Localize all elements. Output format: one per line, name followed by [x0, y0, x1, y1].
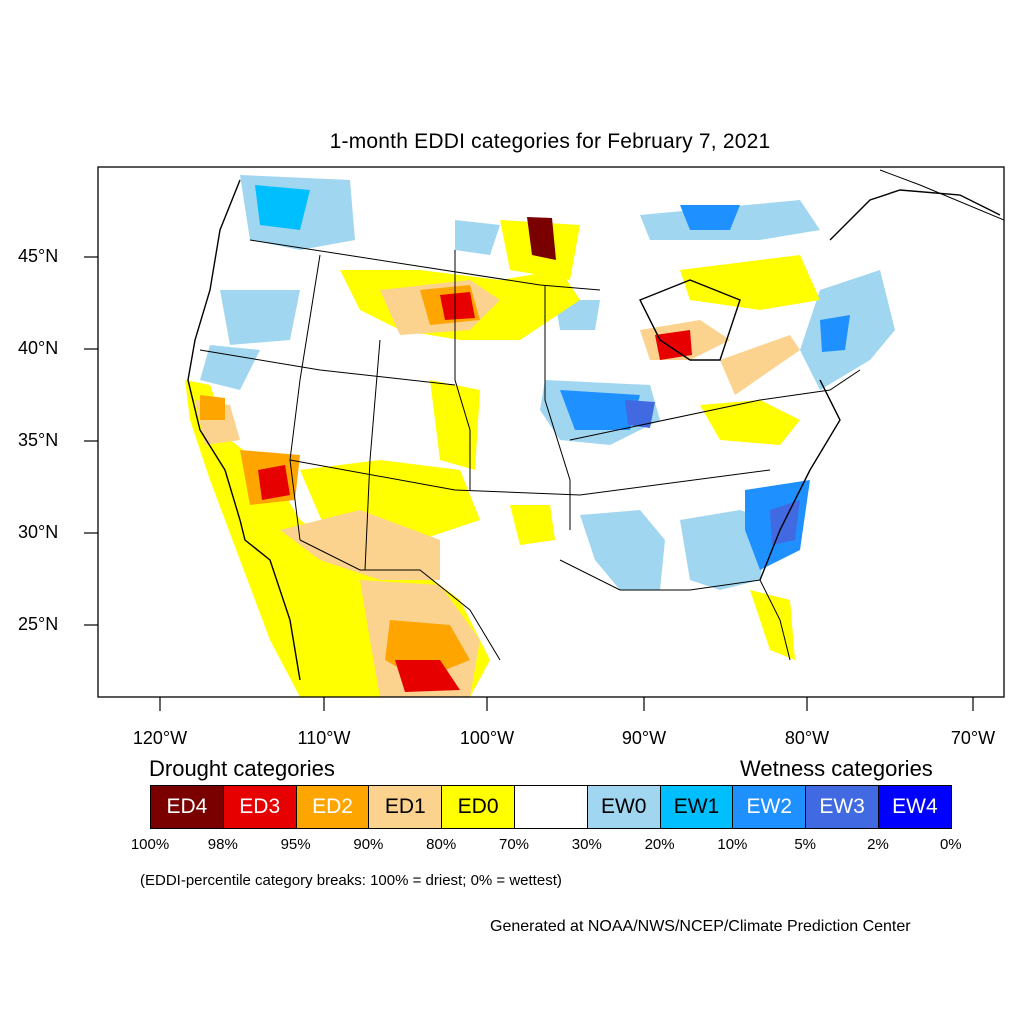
legend-swatch-ew3: EW3 — [805, 785, 879, 829]
drought-heading: Drought categories — [149, 756, 335, 781]
wetness-heading: Wetness categories — [740, 756, 933, 781]
legend-break-label: 70% — [498, 836, 530, 853]
legend-break-label: 5% — [794, 836, 817, 853]
boundaries — [187, 169, 1004, 681]
lon-label-90: 90°W — [621, 728, 667, 748]
lat-label-25: 25°N — [18, 614, 59, 634]
category-footnote: (EDDI-percentile category breaks: 100% =… — [140, 872, 562, 889]
legend-swatch-ew2: EW2 — [732, 785, 807, 829]
legend-break-label: 80% — [426, 836, 457, 853]
lon-label-70: 70°W — [950, 728, 996, 748]
legend-break-label: 10% — [717, 836, 748, 853]
legend-swatch-ed3: ED3 — [222, 785, 297, 829]
legend-break-label: 2% — [867, 836, 889, 853]
legend-break-label: 98% — [207, 836, 238, 853]
dry-ed3-ed4-areas — [258, 217, 692, 692]
legend-swatch-ed1: ED1 — [368, 785, 443, 829]
legend-swatch-ed4: ED4 — [150, 785, 224, 829]
legend-swatch-ew4: EW4 — [878, 785, 952, 829]
legend-swatch-ed0: ED0 — [441, 785, 515, 829]
credit-line: Generated at NOAA/NWS/NCEP/Climate Predi… — [490, 918, 911, 935]
legend-break-label: 95% — [280, 836, 311, 853]
lat-label-35: 35°N — [18, 430, 59, 450]
map-title: 1-month EDDI categories for February 7, … — [329, 130, 771, 153]
legend-swatch-ew1: EW1 — [659, 785, 734, 829]
axis-ticks — [84, 256, 974, 711]
legend-break-label: 0% — [939, 836, 962, 853]
map-frame — [97, 166, 1005, 698]
legend-break-label: 90% — [353, 836, 384, 853]
lon-label-110: 110°W — [297, 728, 351, 748]
lat-label-45: 45°N — [18, 246, 59, 266]
lat-label-30: 30°N — [18, 522, 59, 542]
legend-break-label: 30% — [571, 836, 602, 853]
lon-label-120: 120°W — [132, 728, 188, 748]
legend-break-label: 100% — [130, 836, 170, 853]
legend-swatch-ed2: ED2 — [295, 785, 370, 829]
lat-label-40: 40°N — [18, 338, 59, 358]
legend-break-label: 20% — [644, 836, 675, 853]
lon-label-100: 100°W — [459, 728, 515, 748]
legend-swatch-normal — [514, 785, 588, 829]
legend-swatch-ew0: EW0 — [586, 785, 661, 829]
lon-label-80: 80°W — [784, 728, 830, 748]
